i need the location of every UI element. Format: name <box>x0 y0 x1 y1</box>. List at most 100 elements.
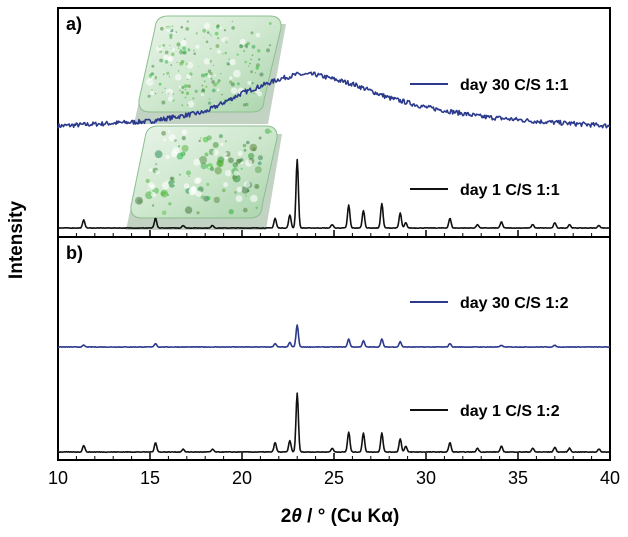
legend-label: day 30 C/S 1:2 <box>460 295 569 312</box>
tile-speck <box>200 195 205 200</box>
tile-speck <box>177 70 180 72</box>
tile-speck <box>161 100 166 105</box>
tile-speck <box>188 175 190 178</box>
tile-highlight <box>146 78 154 86</box>
series-line <box>57 158 611 230</box>
tile-speck <box>160 83 162 85</box>
tile-speck <box>169 44 171 47</box>
tile-highlight <box>168 134 176 142</box>
tile-highlight <box>186 74 192 80</box>
tile-highlight <box>243 181 251 188</box>
tile-speck <box>164 50 169 55</box>
tile-speck <box>184 96 187 99</box>
tile-speck <box>177 145 181 148</box>
tile-speck <box>168 180 176 188</box>
tile-highlight <box>217 49 221 54</box>
tile-highlight <box>188 188 196 196</box>
tile-speck <box>206 135 212 141</box>
tile-speck <box>186 170 191 176</box>
inset-photo-day1 <box>126 125 282 230</box>
tile-speck <box>210 35 212 37</box>
tile-highlight <box>178 85 182 89</box>
tile-speck <box>145 178 150 183</box>
tile-speck <box>254 72 256 74</box>
tile-speck <box>198 66 199 68</box>
tile-speck <box>187 48 191 52</box>
tile-speck <box>196 211 200 215</box>
legend-label: day 1 C/S 1:1 <box>460 182 560 199</box>
tile-speck <box>250 31 254 35</box>
tile-highlight <box>235 195 243 203</box>
tile-speck <box>168 202 172 206</box>
tile-highlight <box>163 54 169 60</box>
tile-speck <box>252 147 256 152</box>
tile-highlight <box>257 91 263 97</box>
tile-highlight <box>245 159 253 167</box>
tile-speck <box>154 92 157 95</box>
tile-highlight <box>165 88 174 97</box>
tile-speck <box>242 143 247 148</box>
tile-highlight <box>229 58 236 66</box>
tile-speck <box>185 27 190 31</box>
tile-speck <box>187 84 191 88</box>
tile-speck <box>212 142 219 148</box>
tile-speck <box>231 26 235 30</box>
tile-speck <box>205 85 208 89</box>
tile-highlight <box>165 154 170 160</box>
tile-speck <box>226 101 229 103</box>
series-line <box>57 71 611 129</box>
tile-highlight <box>195 190 202 197</box>
tile-speck <box>241 186 249 194</box>
tile-speck <box>245 195 247 197</box>
tile-speck <box>254 166 262 174</box>
tile-speck <box>177 47 180 49</box>
tile-speck <box>171 25 174 28</box>
tile-speck <box>246 189 250 193</box>
series-line <box>57 324 611 349</box>
tile-speck <box>217 79 221 83</box>
tile-speck <box>214 31 219 36</box>
tile-highlight <box>230 87 238 94</box>
tile-speck <box>211 80 215 84</box>
tile-speck <box>249 62 252 65</box>
tile-speck <box>231 20 233 23</box>
tile-speck <box>201 88 205 92</box>
tile-speck <box>180 151 186 157</box>
tile-speck <box>181 144 189 152</box>
tile-speck <box>246 140 250 145</box>
tile-speck <box>181 91 184 94</box>
tile-speck <box>209 33 211 35</box>
tile-speck <box>240 167 243 170</box>
tile-highlight <box>148 182 155 189</box>
tile-speck <box>212 64 215 67</box>
tile-speck <box>269 130 272 133</box>
tile-speck <box>168 76 170 78</box>
tile-speck <box>216 24 220 28</box>
tile-speck <box>169 33 173 37</box>
tile-highlight <box>150 90 155 96</box>
inset-photo-day30 <box>134 15 286 124</box>
tile-speck <box>245 102 249 107</box>
tile-speck <box>251 44 256 49</box>
tile-speck <box>230 82 235 87</box>
tile-highlight <box>174 74 182 81</box>
tile-highlight <box>236 186 243 193</box>
tile-highlight <box>166 180 169 183</box>
tile-speck <box>259 72 264 77</box>
tile-speck <box>179 61 184 66</box>
tile-speck <box>159 58 164 63</box>
tile-highlight <box>173 31 176 35</box>
tile-speck <box>255 206 258 209</box>
tile-highlight <box>233 69 241 78</box>
tile-speck <box>220 73 222 75</box>
tile-highlight <box>223 182 229 188</box>
tile-speck <box>184 88 187 91</box>
tile-speck <box>209 71 213 76</box>
tile-highlight <box>239 38 246 46</box>
tile-speck <box>210 77 213 80</box>
tile-speck <box>236 53 239 56</box>
tile-speck <box>164 87 166 90</box>
tile-speck <box>170 64 173 66</box>
tile-speck <box>257 58 261 61</box>
tile-speck <box>243 207 248 213</box>
